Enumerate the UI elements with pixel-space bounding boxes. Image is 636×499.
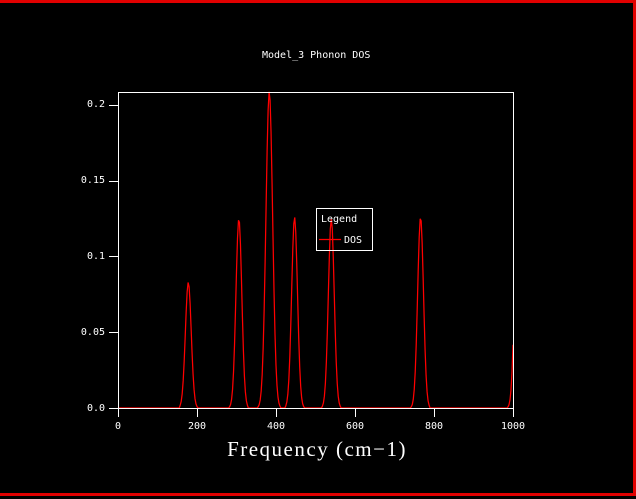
x-tick-label: 1000 — [500, 421, 526, 432]
window-border-right — [633, 0, 636, 496]
y-tick-label: 0.1 — [86, 250, 105, 262]
x-axis-title: Frequency (cm−1) — [227, 437, 407, 461]
legend-box — [316, 208, 373, 251]
legend-entry-dos: DOS — [344, 235, 363, 246]
chart-title: Model_3 Phonon DOS — [262, 50, 371, 61]
x-tick-label: 200 — [187, 421, 207, 432]
x-tick-label: 0 — [114, 421, 122, 432]
y-tick-label: 0.05 — [80, 326, 105, 338]
legend-title: Legend — [321, 214, 358, 225]
window-border-top — [0, 0, 636, 3]
window-border-bottom — [0, 493, 636, 496]
x-tick-label: 400 — [266, 421, 286, 432]
y-tick-label: 0.15 — [80, 175, 105, 187]
y-tick-label: 0.2 — [86, 99, 105, 111]
plot-frame — [118, 92, 514, 409]
x-tick-label: 600 — [345, 421, 365, 432]
y-tick-label: 0.0 — [86, 402, 105, 414]
dos-curve — [118, 91, 514, 409]
x-tick-label: 800 — [424, 421, 444, 432]
